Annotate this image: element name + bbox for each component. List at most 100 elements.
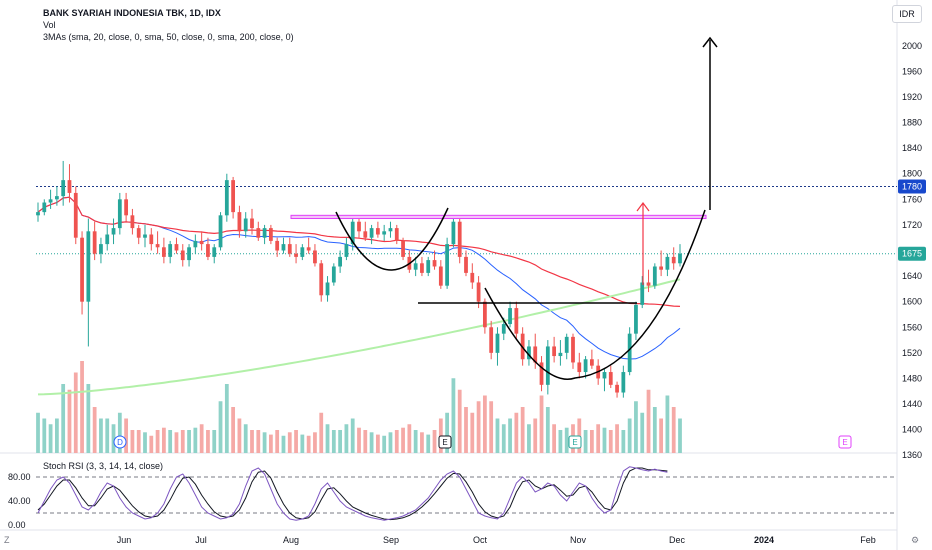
resistance-price-label: 1780	[898, 179, 926, 194]
candle-body	[558, 352, 563, 357]
volume-bar	[482, 395, 487, 453]
candle-body	[533, 346, 538, 363]
candle-body	[306, 247, 311, 251]
volume-bar	[678, 418, 682, 453]
volume-bar	[501, 424, 506, 453]
volume-bar	[80, 361, 84, 453]
volume-bar	[300, 434, 305, 453]
candle-body	[608, 372, 613, 385]
candle-body	[451, 221, 456, 245]
rsi-y-tick-label: 0.00	[8, 520, 26, 530]
volume-bar	[281, 435, 286, 453]
symbol-title: BANK SYARIAH INDONESIA TBK, 1D, IDX	[43, 8, 221, 18]
volume-bar	[306, 435, 311, 453]
candle-body	[212, 247, 217, 257]
volume-bar	[193, 427, 198, 453]
volume-bar	[224, 384, 229, 453]
candle-body	[401, 240, 405, 257]
candle-body	[275, 240, 280, 251]
stoch-rsi-label: Stoch RSI (3, 3, 14, 14, close)	[43, 461, 164, 471]
y-tick-label: 1440	[902, 399, 922, 409]
y-tick-label: 1920	[902, 92, 922, 102]
candle-body	[382, 231, 387, 235]
candle-body	[73, 192, 78, 238]
volume-bar	[671, 407, 676, 453]
candle-body	[589, 359, 594, 366]
volume-bar	[634, 401, 638, 453]
volume-bar	[287, 432, 292, 453]
volume-bar	[350, 418, 355, 453]
candle-body	[268, 228, 273, 241]
measure-arrow-head	[636, 202, 650, 212]
candle-body	[470, 272, 475, 283]
volume-bar	[161, 427, 166, 453]
volume-bar	[470, 412, 475, 453]
last-price-label: 1675	[898, 246, 926, 261]
candle-body	[420, 263, 424, 273]
candle-body	[438, 266, 443, 286]
volume-bar	[621, 430, 626, 453]
candle-body	[671, 256, 676, 264]
event-marker[interactable]: D	[113, 435, 127, 449]
volume-bar	[615, 424, 619, 453]
candle-body	[338, 256, 343, 267]
volume-bar	[61, 384, 66, 453]
x-tick-label: Jun	[117, 535, 132, 545]
candle-body	[659, 266, 664, 270]
candle-body	[627, 333, 632, 373]
volume-bar	[313, 432, 317, 453]
y-tick-label: 1400	[902, 425, 922, 435]
candle-body	[54, 196, 59, 200]
volume-bar	[369, 432, 374, 453]
gear-icon[interactable]: ⚙	[911, 535, 920, 545]
candle-body	[501, 324, 506, 334]
volume-bar	[325, 424, 330, 453]
candle-body	[482, 301, 487, 328]
volume-bar	[665, 395, 670, 453]
candle-body	[394, 228, 399, 241]
volume-bar	[533, 418, 538, 453]
candle-body	[363, 231, 368, 238]
volume-bar	[451, 378, 456, 453]
volume-bar	[627, 418, 632, 453]
event-marker[interactable]: E	[438, 435, 452, 449]
candle-body	[476, 282, 481, 302]
volume-bar	[42, 418, 47, 453]
timezone-icon[interactable]: Z	[4, 535, 10, 545]
volume-bar	[426, 434, 431, 453]
volume-bar	[464, 407, 468, 453]
event-marker[interactable]: E	[838, 435, 852, 449]
volume-bar	[363, 430, 368, 453]
x-tick-label: Dec	[669, 535, 686, 545]
x-tick-label: Jul	[195, 535, 207, 545]
y-tick-label: 1760	[902, 194, 922, 204]
currency-badge[interactable]: IDR	[892, 5, 922, 23]
volume-bar	[382, 435, 387, 453]
candle-body	[149, 234, 154, 245]
candle-body	[495, 333, 500, 353]
rsi-y-tick-label: 40.00	[8, 496, 31, 506]
small-cup-curve	[335, 207, 449, 271]
y-tick-label: 1600	[902, 297, 922, 307]
event-marker[interactable]: E	[568, 435, 582, 449]
candle-body	[634, 304, 638, 334]
candle-body	[357, 221, 361, 232]
volume-bar	[338, 430, 343, 453]
candle-body	[67, 180, 72, 193]
candle-body	[615, 384, 619, 393]
volume-bar	[199, 424, 204, 453]
volume-bar	[206, 430, 210, 453]
x-tick-label: Oct	[473, 535, 488, 545]
candle-body	[369, 228, 374, 238]
volume-bar	[92, 407, 97, 453]
svg-text:E: E	[572, 438, 577, 447]
volume-bar	[319, 412, 324, 453]
x-tick-label: 2024	[754, 535, 774, 545]
svg-text:D: D	[117, 438, 123, 447]
volume-bar	[659, 418, 664, 453]
volume-bar	[508, 418, 512, 453]
volume-bar	[275, 430, 280, 453]
volume-label: Vol	[43, 20, 56, 30]
volume-bar	[602, 427, 607, 453]
